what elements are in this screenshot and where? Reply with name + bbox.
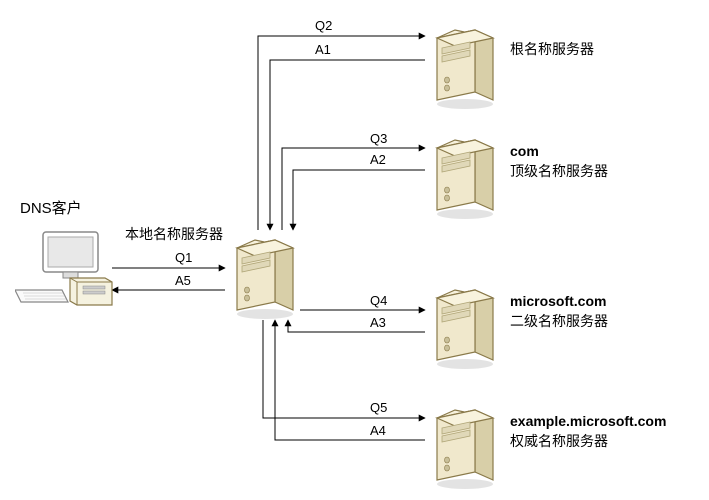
example-server-line1: example.microsoft.com — [510, 412, 666, 432]
edge-path — [263, 320, 425, 418]
com-server-icon — [425, 130, 495, 220]
edge-label-a5: A5 — [175, 273, 191, 288]
edge-path — [282, 148, 425, 230]
edge-label-q3: Q3 — [370, 131, 387, 146]
microsoft-server-label: microsoft.com 二级名称服务器 — [510, 292, 608, 331]
microsoft-server-line1: microsoft.com — [510, 292, 608, 312]
edge-path — [288, 320, 425, 332]
edge-label-q5: Q5 — [370, 400, 387, 415]
client-label: DNS客户 — [20, 198, 82, 219]
com-server-line2: 顶级名称服务器 — [510, 162, 608, 182]
microsoft-server-icon — [425, 280, 495, 370]
client-computer-icon — [15, 230, 115, 310]
edge-label-a1: A1 — [315, 42, 331, 57]
local-server-icon — [225, 230, 295, 320]
example-server-label: example.microsoft.com 权威名称服务器 — [510, 412, 666, 451]
com-server-label: com 顶级名称服务器 — [510, 142, 608, 181]
root-server-label: 根名称服务器 — [510, 40, 594, 60]
edge-label-a3: A3 — [370, 315, 386, 330]
edge-path — [258, 36, 425, 230]
edge-label-q1: Q1 — [175, 250, 192, 265]
example-server-line2: 权威名称服务器 — [510, 432, 666, 452]
edge-label-a4: A4 — [370, 423, 386, 438]
example-server-icon — [425, 400, 495, 490]
edge-path — [275, 320, 425, 440]
microsoft-server-line2: 二级名称服务器 — [510, 312, 608, 332]
edge-label-a2: A2 — [370, 152, 386, 167]
com-server-line1: com — [510, 142, 608, 162]
edge-label-q4: Q4 — [370, 293, 387, 308]
edge-path — [293, 170, 425, 230]
local-server-label: 本地名称服务器 — [125, 225, 223, 245]
root-server-icon — [425, 20, 495, 110]
edge-label-q2: Q2 — [315, 18, 332, 33]
